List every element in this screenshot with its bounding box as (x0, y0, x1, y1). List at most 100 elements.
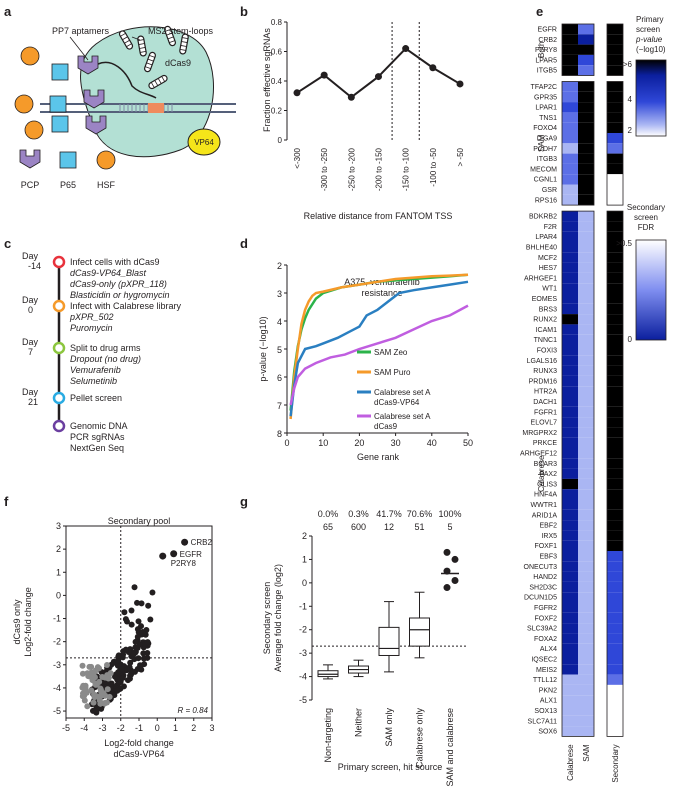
panel-c: Day-14 Infect cells with dCas9dCas9-VP64_… (22, 251, 182, 453)
g-percent-label: 0.3% (348, 509, 369, 519)
e-gene-label: IRX5 (541, 533, 557, 540)
pp7-pointer (69, 36, 89, 61)
e-cell-calabrese (562, 194, 578, 206)
g-box (378, 626, 400, 656)
p65-square (51, 115, 69, 133)
hsf-circle (24, 120, 44, 140)
f-y-tick-label: -1 (53, 614, 61, 624)
e-cell-sam (578, 561, 594, 572)
e-cell-calabrese (562, 437, 578, 448)
e-cell-calabrese (562, 448, 578, 459)
g-x-axis-title: Primary screen, hit source (338, 762, 443, 772)
e-cell-calabrese (562, 81, 578, 92)
e-gene-label: HES7 (539, 265, 557, 272)
pcp-shape (83, 89, 105, 109)
e-cell-sam (578, 540, 594, 551)
e-cell-sam (578, 143, 594, 154)
e-cell-secondary (607, 194, 623, 206)
e-cell-sam (578, 293, 594, 304)
e-cell-calabrese (562, 674, 578, 685)
e-cell-sam (578, 365, 594, 376)
e-cell-sam (578, 396, 594, 407)
e-cell-secondary (607, 571, 623, 582)
f-point (139, 628, 146, 635)
b-data-point (320, 71, 328, 79)
e-cell-secondary (607, 163, 623, 175)
e-gene-label: ALX1 (540, 698, 557, 705)
f-point (138, 600, 145, 607)
stem-rung (144, 66, 151, 70)
timeline-node (52, 419, 66, 433)
e-cell-calabrese (562, 406, 578, 418)
e-cell-sam (578, 122, 594, 133)
f-x-axis-title-2: dCas9-VP64 (113, 749, 164, 759)
b-y-tick-label: 0.4 (271, 77, 283, 86)
step-line: Selumetinib (70, 376, 117, 386)
e-cell-sam (578, 221, 594, 232)
d-x-tick-label: 40 (427, 438, 437, 448)
step-line: dCas9-only (pXPR_118) (70, 279, 167, 289)
panel-letter-c: c (4, 236, 11, 251)
e-gene-label: BDKRB2 (529, 214, 557, 221)
f-point (128, 671, 135, 678)
e-cell-sam (578, 654, 594, 665)
panel-letter-e: e (536, 4, 543, 19)
e-block-frame (561, 210, 595, 737)
g-point (451, 555, 459, 563)
stem-rung (161, 76, 166, 82)
e-cell-sam (578, 102, 594, 113)
d-legend-label: SAM Zeo (374, 348, 408, 357)
d-series-line (289, 273, 469, 420)
g-y-axis-title: Secondary screen (262, 582, 272, 655)
e-legend2-tick: >0.5 (616, 239, 632, 248)
f-point (134, 633, 141, 640)
e-gene-label: RPS16 (535, 197, 557, 204)
e-cell-secondary (607, 654, 623, 665)
e-cell-calabrese (562, 184, 578, 195)
f-point-control (86, 663, 93, 670)
e-legend1-title: Primary (636, 15, 664, 24)
e-cell-secondary (607, 112, 623, 123)
e-cell-calabrese (562, 520, 578, 531)
g-category-label: SAM and calabrese (445, 708, 455, 787)
e-gene-label: ELOVL7 (531, 420, 558, 427)
e-gene-label: TNS1 (539, 115, 557, 122)
e-gene-label: ALX4 (540, 646, 557, 653)
e-gene-label: TTLL12 (533, 677, 557, 684)
f-point (138, 623, 145, 630)
e-legend2-tick: 0 (628, 335, 633, 344)
stem-loop-shape (118, 30, 134, 50)
e-cell-sam (578, 726, 594, 737)
f-annotation: R = 0.84 (178, 706, 209, 715)
e-cell-secondary (607, 643, 623, 654)
e-gene-label: SOX6 (538, 729, 557, 736)
e-cell-sam (578, 112, 594, 123)
e-legend1-title: (−log10) (636, 45, 666, 54)
f-point (128, 621, 135, 628)
e-cell-calabrese (562, 561, 578, 572)
e-gene-label: WWTR1 (531, 502, 558, 509)
stem-rung (126, 43, 132, 48)
e-cell-sam (578, 695, 594, 706)
e-legend1-title: screen (636, 25, 660, 34)
e-cell-calabrese (562, 242, 578, 253)
e-gene-label: GSR (542, 187, 557, 194)
e-cell-secondary (607, 143, 623, 154)
e-cell-sam (578, 24, 594, 35)
e-cell-sam (578, 54, 594, 66)
e-cell-sam (578, 194, 594, 206)
b-category-label: -250 to -200 (347, 147, 356, 191)
e-cell-secondary (607, 592, 623, 603)
f-y-tick-label: -3 (53, 660, 61, 670)
panel-letter-b: b (240, 4, 248, 19)
f-x-tick-label: -5 (62, 723, 70, 733)
f-point-control (96, 678, 103, 685)
e-block-frame (561, 23, 595, 76)
e-cell-sam (578, 91, 594, 103)
f-y-tick-label: 2 (56, 544, 61, 554)
e-cell-secondary (607, 623, 623, 634)
e-cell-secondary (607, 684, 623, 696)
panel-d: 2 3 4 5 6 7 80 10 20 30 40 50 Gene rank p-value (−log… (258, 261, 473, 462)
